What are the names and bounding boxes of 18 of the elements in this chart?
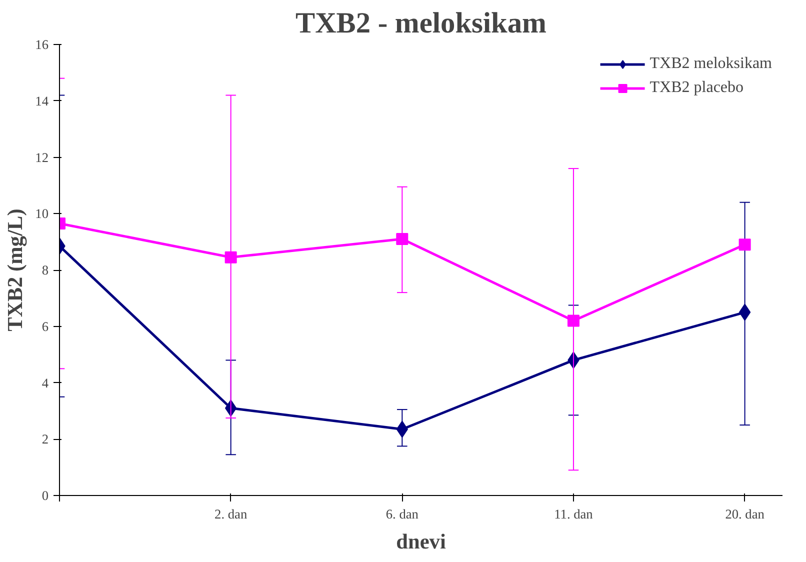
y-tick-label: 16: [35, 37, 49, 52]
legend-label: TXB2 meloksikam: [650, 55, 772, 73]
y-tick-label: 10: [35, 206, 49, 222]
legend-label: TXB2 placebo: [650, 79, 744, 97]
y-tick-label: 6: [42, 318, 49, 334]
chart-title: TXB2 - meloksikam: [296, 8, 546, 40]
x-tick-label: 11. dan: [554, 506, 594, 522]
y-tick-label: 0: [42, 488, 49, 503]
x-tick-label: 2. dan: [214, 506, 248, 522]
x-tick-label: 20. dan: [725, 506, 765, 522]
y-tick-label: 4: [42, 375, 49, 390]
y-axis-title: TXB2 (mg/L): [3, 208, 28, 332]
x-axis-title: dnevi: [396, 530, 446, 554]
y-tick-label: 8: [42, 262, 49, 278]
y-tick-label: 2: [42, 432, 49, 447]
y-tick-label: 12: [35, 150, 48, 165]
y-tick-label: 14: [35, 93, 49, 108]
x-tick-label: 6. dan: [386, 506, 419, 522]
